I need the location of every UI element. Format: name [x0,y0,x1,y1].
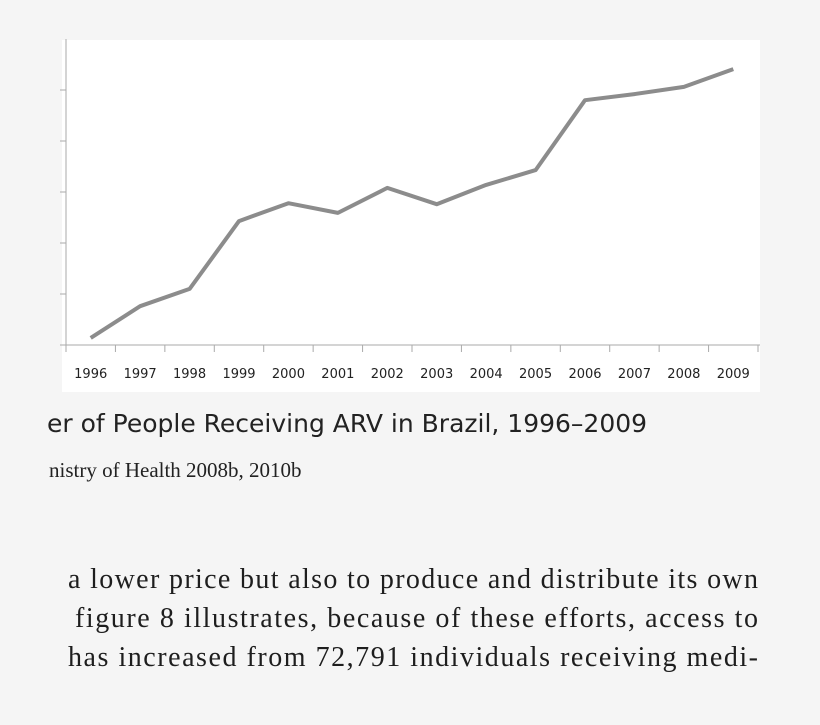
x-tick-label: 2008 [667,367,700,382]
x-tick-label: 1999 [222,367,255,382]
data-line [89,67,734,340]
chart-panel [62,40,760,392]
x-tick-label: 2003 [420,367,453,382]
x-tick-label: 2000 [272,367,305,382]
figure-caption: er of People Receiving ARV in Brazil, 19… [47,409,647,438]
body-line: figure 8 illustrates, because of these e… [75,603,758,634]
figure-source: nistry of Health 2008b, 2010b [49,458,302,482]
x-tick-label: 2005 [519,367,552,382]
x-tick-label: 1996 [74,367,107,382]
x-tick-label: 2004 [470,367,503,382]
x-tick-label: 2001 [321,367,354,382]
x-tick-label: 2006 [568,367,601,382]
body-line: has increased from 72,791 individuals re… [68,642,758,673]
chart: 1996 1997 1998 1999 2000 2001 2002 2003 2004 2005… [60,39,760,382]
x-tick-label: 1997 [124,367,157,382]
x-tick-label: 2007 [618,367,651,382]
x-tick-label: 1998 [173,367,206,382]
body-line: a lower price but also to produce and di… [68,564,758,595]
x-tick-label: 2002 [371,367,404,382]
x-tick-label: 2009 [717,367,750,382]
